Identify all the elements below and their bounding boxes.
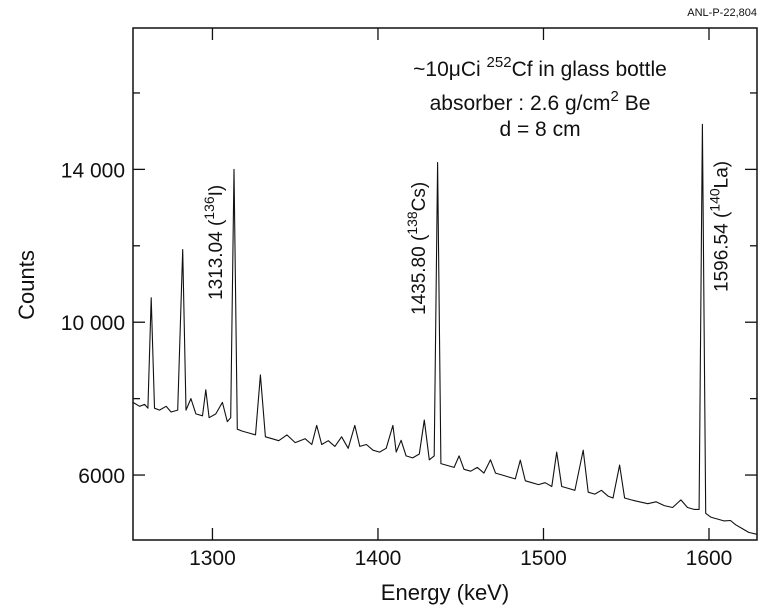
annotation-text: ~10μCi — [413, 58, 486, 81]
annotation-sup: 252 — [487, 54, 512, 71]
figure-id: ANL-P-22,804 — [687, 7, 757, 19]
peak-label: 1596.54 (140La) — [706, 161, 732, 292]
peak-label-text: I) — [206, 185, 227, 197]
peak-label-sup: 138 — [404, 211, 420, 235]
x-tick-label: 1600 — [686, 547, 733, 570]
peak-label-text: 1435.80 ( — [409, 234, 430, 315]
y-axis-label: Counts — [14, 250, 39, 320]
annotation-text: d = 8 cm — [499, 118, 580, 141]
annotation-text: Be — [619, 92, 651, 115]
x-axis-label: Energy (keV) — [381, 580, 509, 605]
annotation-sup: 2 — [611, 88, 619, 105]
peak-label: 1435.80 (138Cs) — [404, 182, 430, 315]
annotation: d = 8 cm — [499, 118, 580, 141]
peak-label-text: 1313.04 ( — [206, 219, 227, 300]
spectrum-line — [132, 123, 758, 535]
annotation-text: Cf in glass bottle — [512, 58, 667, 81]
y-tick-label: 10 000 — [61, 312, 125, 335]
peak-label-sup: 136 — [201, 196, 217, 220]
peak-label-text: Cs) — [409, 182, 430, 212]
x-tick-label: 1500 — [520, 547, 567, 570]
x-tick-label: 1400 — [355, 547, 402, 570]
y-tick-label: 6000 — [78, 465, 125, 488]
peak-label-text: La) — [711, 161, 732, 188]
plot-frame — [132, 27, 758, 541]
annotation: ~10μCi 252Cf in glass bottle — [413, 54, 667, 81]
peak-label-sup: 140 — [706, 188, 722, 212]
annotation-text: absorber : 2.6 g/cm — [430, 92, 611, 115]
annotation: absorber : 2.6 g/cm2 Be — [430, 88, 651, 115]
peak-label-text: 1596.54 ( — [711, 211, 732, 292]
y-tick-label: 14 000 — [61, 159, 125, 182]
x-tick-label: 1300 — [189, 547, 236, 570]
peak-label: 1313.04 (136I) — [201, 185, 227, 300]
